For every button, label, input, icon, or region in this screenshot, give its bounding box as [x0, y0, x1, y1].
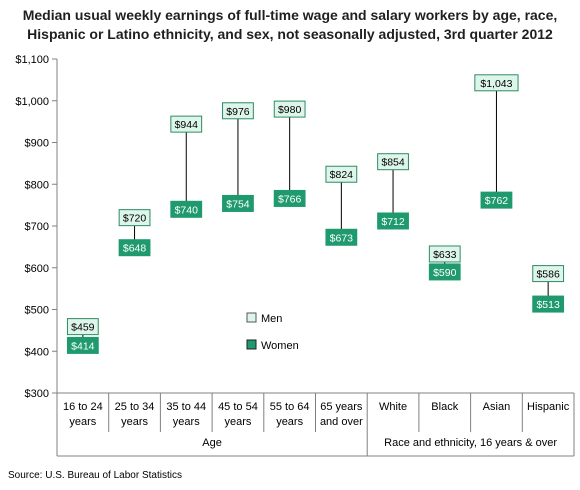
women-data-label: $754 [226, 198, 250, 210]
men-data-label: $824 [330, 169, 354, 181]
women-marker [325, 228, 358, 246]
men-data-label: $980 [278, 104, 302, 116]
women-marker [66, 336, 99, 354]
source-note: Source: U.S. Bureau of Labor Statistics [8, 470, 182, 481]
x-tick-label: years [173, 416, 200, 428]
women-data-label: $648 [123, 243, 147, 255]
x-tick-label: 65 years [320, 401, 363, 413]
men-data-label: $1,043 [480, 78, 512, 90]
women-data-label: $766 [278, 193, 302, 205]
y-tick-label: $700 [25, 221, 49, 233]
men-data-label: $459 [71, 322, 95, 334]
men-marker [377, 153, 409, 171]
x-tick-label: 25 to 34 [115, 401, 155, 413]
x-tick-label: Black [431, 401, 458, 413]
y-tick-label: $1,000 [15, 96, 49, 108]
women-marker [170, 200, 203, 218]
men-marker [118, 209, 151, 227]
x-tick-label: years [276, 416, 303, 428]
chart-title-line-1: Median usual weekly earnings of full-tim… [22, 7, 558, 23]
y-tick-label: $500 [25, 305, 49, 317]
men-data-label: $944 [175, 119, 199, 131]
women-data-label: $762 [485, 195, 509, 207]
legend-men-swatch [246, 312, 257, 323]
women-data-label: $712 [381, 216, 405, 228]
men-data-label: $720 [123, 213, 147, 225]
chart-title: Median usual weekly earnings of full-tim… [0, 6, 580, 44]
x-tick-label: Hispanic [527, 401, 570, 413]
x-tick-label: years [69, 416, 96, 428]
women-marker [118, 239, 151, 257]
men-marker [325, 165, 358, 183]
women-marker [428, 263, 461, 281]
x-tick-label: and over [320, 416, 363, 428]
women-data-label: $513 [536, 299, 560, 311]
women-marker [532, 295, 565, 313]
men-data-label: $633 [433, 249, 457, 261]
women-marker [480, 191, 513, 209]
x-tick-label: White [379, 401, 407, 413]
y-tick-label: $400 [25, 346, 49, 358]
men-marker [66, 318, 99, 336]
y-tick-label: $900 [25, 138, 49, 150]
y-tick-label: $300 [25, 388, 49, 400]
women-marker [222, 194, 254, 212]
x-tick-label: 16 to 24 [63, 401, 103, 413]
group-label: Race and ethnicity, 16 years & over [384, 437, 557, 449]
legend-women-label: Women [261, 340, 299, 352]
x-tick-label: 55 to 64 [270, 401, 310, 413]
women-data-label: $740 [175, 204, 199, 216]
men-marker [428, 245, 461, 263]
y-tick-label: $1,100 [15, 54, 49, 66]
men-marker [273, 100, 306, 118]
x-tick-label: years [121, 416, 148, 428]
chart-title-line-2: Hispanic or Latino ethnicity, and sex, n… [27, 26, 553, 42]
legend-women-swatch [246, 339, 257, 350]
x-tick-label: Asian [483, 401, 511, 413]
y-tick-label: $800 [25, 179, 49, 191]
legend-men-label: Men [261, 313, 282, 325]
group-label: Age [202, 437, 222, 449]
women-marker [273, 189, 306, 207]
men-marker [222, 102, 254, 120]
y-tick-label: $600 [25, 263, 49, 275]
x-tick-label: 35 to 44 [166, 401, 206, 413]
x-tick-label: years [224, 416, 251, 428]
men-data-label: $976 [226, 106, 250, 118]
women-data-label: $414 [71, 340, 95, 352]
men-marker [532, 265, 565, 283]
men-data-label: $586 [536, 269, 560, 281]
women-marker [377, 212, 409, 230]
men-marker [474, 74, 519, 92]
women-data-label: $590 [433, 267, 457, 279]
women-data-label: $673 [330, 232, 354, 244]
x-tick-label: 45 to 54 [218, 401, 258, 413]
men-data-label: $854 [381, 157, 405, 169]
men-marker [170, 115, 203, 133]
